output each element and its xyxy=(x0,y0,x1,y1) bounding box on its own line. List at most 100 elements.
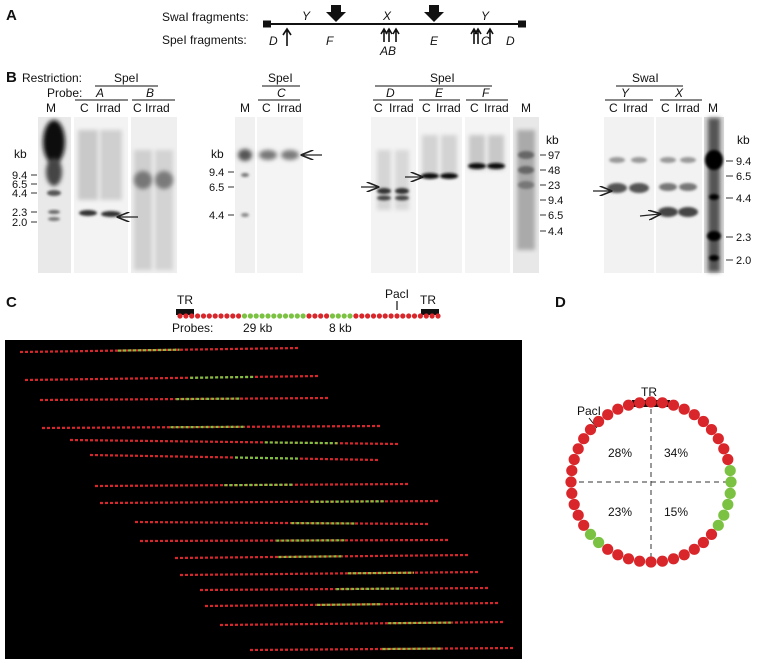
blot3-lane-label: C xyxy=(422,101,431,115)
ring-bead-red xyxy=(667,399,680,411)
probe-bead-red xyxy=(189,313,195,319)
blot-2: SpeI C M C Irrad kb 9.4 6.5 4.4 xyxy=(209,71,322,273)
tr-label-left: TR xyxy=(177,293,193,307)
spei-fragment-label: D xyxy=(506,34,515,48)
blot3-lane-label: C xyxy=(374,101,383,115)
probe-bead-green xyxy=(241,313,248,319)
probe-bead-red xyxy=(365,313,371,319)
panel-b-letter: B xyxy=(6,69,17,86)
blot3-kb-label: kb xyxy=(546,133,559,147)
dna-fiber xyxy=(24,374,321,382)
blot3-marker-size: 97 xyxy=(548,150,560,162)
blot1-probe: B xyxy=(146,86,154,100)
probe-bead-red xyxy=(388,313,394,319)
band xyxy=(377,195,391,201)
spei-arrow xyxy=(392,27,400,42)
dna-fiber xyxy=(39,396,331,402)
smear xyxy=(78,130,98,200)
probe-bead-red xyxy=(370,313,377,319)
panel-a: A SwaI fragments: SpeI fragments: Y X Y … xyxy=(6,5,526,58)
blot1-lane-label: M xyxy=(46,101,56,115)
blot1-marker-size: 9.4 xyxy=(12,170,27,182)
probe-signal xyxy=(176,397,241,401)
dna-fiber xyxy=(69,438,401,446)
marker-band xyxy=(46,158,62,186)
blot2-marker-size: 6.5 xyxy=(209,182,224,194)
spei-fragment-label: F xyxy=(326,34,334,48)
marker-band xyxy=(241,173,249,177)
ring-bead-red xyxy=(602,409,614,421)
blot3-probe: F xyxy=(482,86,490,100)
dna-fiber xyxy=(94,482,411,488)
probe-bead-green xyxy=(253,313,259,319)
probe-bead-red xyxy=(359,313,365,319)
ring-bead-red xyxy=(572,443,584,455)
blot3-lane-label: Irrad xyxy=(389,101,414,115)
probe-bead-green xyxy=(282,313,289,319)
ring-bead-red xyxy=(634,397,646,409)
ring-bead-red xyxy=(602,543,614,555)
ring-bead-green xyxy=(584,528,597,541)
spei-arrow xyxy=(486,27,494,44)
ring-bead-red xyxy=(697,536,710,549)
ring-bead-red xyxy=(718,443,730,455)
ring-bead-green xyxy=(725,476,737,488)
paci-pointer xyxy=(588,417,598,429)
band xyxy=(468,163,486,169)
blot2-marker-strip xyxy=(235,117,255,273)
probe-bead-red xyxy=(429,313,435,319)
marker-band xyxy=(47,190,61,196)
blot2-membrane xyxy=(257,117,303,273)
ring-bead-green xyxy=(712,519,724,531)
dna-fiber xyxy=(41,424,381,430)
probe-bead-green xyxy=(341,313,347,319)
probe-bead-red xyxy=(236,313,242,319)
probe-signal xyxy=(336,587,401,591)
marker-band xyxy=(705,150,723,170)
band xyxy=(629,183,649,193)
band xyxy=(395,188,409,194)
blot4-marker-size: 2.3 xyxy=(736,232,751,244)
probe-bead-red xyxy=(376,313,382,319)
tr-end-left xyxy=(263,20,271,28)
quadrant-percent: 15% xyxy=(664,505,688,519)
ring-bead-red xyxy=(572,509,584,521)
dna-fiber xyxy=(134,520,431,526)
ring-bead-green xyxy=(718,509,730,521)
dna-fiber xyxy=(99,499,441,505)
fiber-fish-image xyxy=(5,340,522,659)
band xyxy=(395,195,409,201)
swai-fragment-label: X xyxy=(382,9,392,23)
ring-bead-green xyxy=(724,465,736,477)
blot2-probe: C xyxy=(277,86,286,100)
marker-band xyxy=(709,255,719,261)
probe-bead-green xyxy=(247,313,253,319)
panel-a-letter: A xyxy=(6,7,17,24)
band xyxy=(487,163,505,169)
blot3-marker-size: 6.5 xyxy=(548,210,563,222)
spei-arrow xyxy=(474,27,482,44)
spei-fragment-label: D xyxy=(269,34,278,48)
blot4-lane-label: Irrad xyxy=(675,101,700,115)
ring-bead-red xyxy=(568,453,580,466)
band xyxy=(377,188,391,194)
ring-bead-red xyxy=(678,549,690,561)
ring-bead-green xyxy=(593,536,605,549)
probe-bead-green xyxy=(277,313,283,319)
tr-box-left xyxy=(176,309,194,315)
spei-arrow xyxy=(380,27,388,42)
marker-band xyxy=(518,166,534,174)
spei-fragment-label: E xyxy=(430,34,439,48)
blot4-probe: X xyxy=(674,86,684,100)
band xyxy=(79,210,97,216)
spei-fragment-label: AB xyxy=(379,44,396,58)
marker-band xyxy=(43,120,65,164)
ring-bead-red xyxy=(565,476,577,488)
blot1-lane-label: Irrad xyxy=(96,101,121,115)
tr-end-right xyxy=(518,20,526,28)
probe-bead-red xyxy=(406,313,412,319)
blot1-marker-size: 2.0 xyxy=(12,217,27,229)
quadrant-percent: 34% xyxy=(664,446,688,460)
blot4-enzyme: SwaI xyxy=(632,71,659,85)
probe-bead-red xyxy=(200,313,207,319)
